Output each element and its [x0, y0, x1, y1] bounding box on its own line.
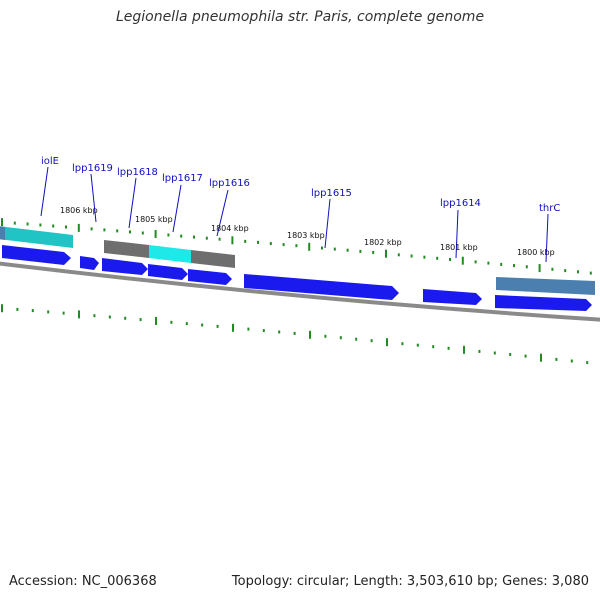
- outer-tick-ring: [1, 218, 592, 275]
- topology-text: Topology: circular; Length: 3,503,610 bp…: [231, 574, 589, 589]
- leader-line: [216, 189, 229, 237]
- leader-line: [90, 173, 97, 223]
- feature-bar-iolE: [0, 226, 73, 248]
- feature-bar-lpp1616: [191, 250, 235, 268]
- gene-label-iolE: iolE: [41, 156, 59, 167]
- label-leaders: [40, 166, 549, 263]
- leader-line: [455, 209, 459, 259]
- gene-arrow: [244, 274, 399, 300]
- scale-label: 1800 kbp: [517, 248, 555, 257]
- scale-label: 1804 kbp: [211, 224, 249, 233]
- gene-label-lpp1618: lpp1618: [117, 167, 158, 178]
- gene-arrow: [148, 264, 188, 280]
- scale-label: 1801 kbp: [440, 243, 478, 252]
- scale-labels: 1806 kbp 1805 kbp 1804 kbp 1803 kbp 1802…: [60, 206, 555, 257]
- leader-line: [324, 198, 331, 249]
- map-title: Legionella pneumophila str. Paris, compl…: [115, 9, 485, 25]
- scale-label: 1802 kbp: [364, 238, 402, 247]
- scale-label: 1805 kbp: [135, 215, 173, 224]
- gene-arrow: [423, 289, 482, 305]
- leader-line: [172, 184, 182, 233]
- leader-line: [128, 177, 137, 229]
- gene-arrow: [188, 269, 232, 285]
- scale-label: 1806 kbp: [60, 206, 98, 215]
- leader-line: [545, 213, 549, 263]
- genome-backbone: [0, 261, 600, 322]
- gene-arrow: [80, 256, 99, 270]
- gene-label-lpp1616: lpp1616: [209, 178, 250, 189]
- gene-arrow: [102, 258, 148, 275]
- gene-labels: iolE lpp1619 lpp1618 lpp1617 lpp1616 lpp…: [41, 156, 560, 214]
- feature-bar-iolE-shade: [0, 226, 5, 240]
- scale-label: 1803 kbp: [287, 231, 325, 240]
- gene-label-lpp1615: lpp1615: [311, 188, 352, 199]
- leader-line: [40, 166, 49, 217]
- gene-label-lpp1617: lpp1617: [162, 173, 203, 184]
- feature-bar-lpp1617: [149, 245, 191, 263]
- inner-tick-ring: [1, 304, 589, 365]
- feature-bar-thrC: [496, 277, 595, 295]
- gene-label-thrC: thrC: [539, 203, 560, 214]
- gene-arrow: [2, 245, 71, 265]
- feature-bar-lpp1618: [104, 240, 149, 258]
- gene-arrow: [495, 295, 592, 311]
- gene-label-lpp1619: lpp1619: [72, 163, 113, 174]
- feature-track: [0, 226, 595, 295]
- gene-arrow-track: [2, 245, 592, 311]
- accession-text: Accession: NC_006368: [9, 574, 157, 589]
- gene-label-lpp1614: lpp1614: [440, 198, 481, 209]
